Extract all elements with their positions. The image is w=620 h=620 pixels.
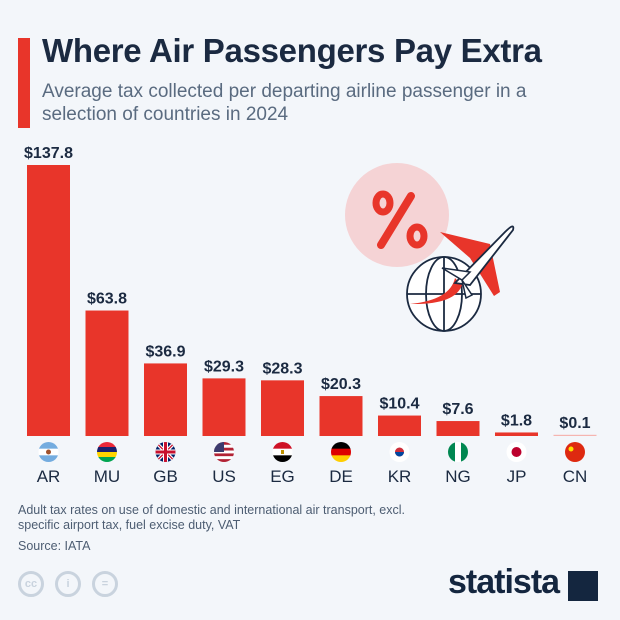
bar-NG — [436, 421, 480, 436]
cc-icon[interactable]: cc — [18, 571, 44, 597]
airplane-icon — [440, 225, 515, 300]
bar-GB — [144, 363, 187, 436]
x-tick-label-GB: GB — [153, 467, 178, 486]
x-tick-label-EG: EG — [270, 467, 295, 486]
flag-japan-icon — [506, 442, 527, 462]
page-title: Where Air Passengers Pay Extra — [42, 32, 542, 69]
flag-nigeria-icon — [448, 442, 468, 462]
x-tick-label-MU: MU — [94, 467, 120, 486]
page-subtitle: Average tax collected per departing airl… — [42, 81, 527, 125]
bar-CN — [553, 434, 597, 436]
data-label-NG: $7.6 — [442, 401, 473, 418]
flag-south-korea-icon — [389, 442, 410, 462]
bar-EG — [261, 380, 304, 436]
statista-logo-mark — [568, 571, 598, 601]
data-label-MU: $63.8 — [87, 291, 127, 308]
chart-note: Adult tax rates on use of domestic and i… — [18, 503, 406, 532]
no-derivatives-icon[interactable]: = — [92, 571, 118, 597]
tax-airplane-illustration — [345, 163, 515, 332]
bar-KR — [378, 415, 421, 436]
flag-united-kingdom-icon — [155, 442, 176, 462]
attribution-icon[interactable]: i — [55, 571, 81, 597]
flag-china-icon — [565, 442, 585, 462]
data-label-CN: $0.1 — [559, 415, 590, 432]
data-label-EG: $28.3 — [262, 360, 302, 377]
bar-DE — [319, 396, 363, 436]
x-tick-label-NG: NG — [445, 467, 471, 486]
flag-germany-icon — [331, 442, 351, 462]
data-label-DE: $20.3 — [321, 376, 361, 393]
source-text: Source: IATA — [18, 539, 91, 553]
data-label-KR: $10.4 — [379, 396, 419, 413]
x-tick-label-US: US — [212, 467, 236, 486]
bar-AR — [27, 165, 70, 436]
data-label-AR: $137.8 — [24, 145, 73, 162]
flag-egypt-icon — [272, 442, 293, 462]
bar-US — [202, 378, 246, 436]
flag-united-states-icon — [214, 442, 234, 462]
bar-JP — [495, 432, 538, 436]
x-tick-label-AR: AR — [37, 467, 61, 486]
title-accent-bar — [18, 38, 30, 128]
flag-argentina-icon — [38, 442, 59, 462]
bar-MU — [85, 310, 129, 436]
bar-chart: $137.8 AR $63.8 MU $36.9 GB $29.3 US $28.3 EG $20.… — [24, 145, 597, 486]
percent-icon — [372, 190, 428, 249]
data-label-US: $29.3 — [204, 358, 244, 375]
x-tick-label-CN: CN — [563, 467, 588, 486]
data-label-GB: $36.9 — [145, 343, 185, 360]
flag-mauritius-icon — [97, 442, 117, 462]
x-tick-label-KR: KR — [388, 467, 412, 486]
data-label-JP: $1.8 — [501, 412, 532, 429]
flight-path-swoosh — [410, 278, 462, 305]
statista-logo[interactable]: statista — [448, 563, 560, 601]
x-tick-label-JP: JP — [507, 467, 527, 486]
x-tick-label-DE: DE — [329, 467, 353, 486]
